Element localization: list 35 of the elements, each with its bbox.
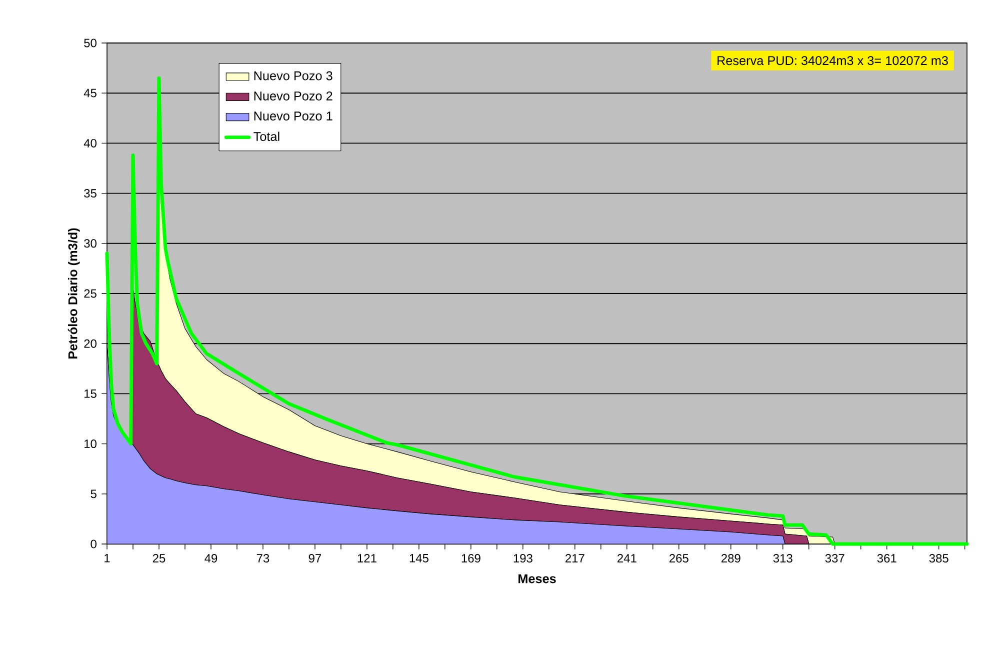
x-tick-label: 361 — [877, 554, 896, 563]
y-tick-label: 0 — [90, 540, 96, 548]
y-tick-label: 50 — [84, 38, 96, 48]
x-tick-label: 1 — [104, 554, 110, 562]
x-tick-label: 241 — [618, 554, 636, 562]
x-tick-label: 49 — [204, 554, 218, 563]
x-tick-label: 145 — [410, 554, 428, 562]
x-tick-label: 169 — [462, 554, 480, 563]
legend-label: Nuevo Pozo 2 — [254, 91, 332, 100]
x-tick-label: 25 — [152, 554, 166, 563]
x-tick-label: 97 — [308, 554, 322, 563]
y-tick-label: 25 — [84, 289, 96, 298]
y-tick-label: 40 — [84, 138, 96, 148]
x-tick-label: 265 — [669, 554, 688, 563]
x-tick-label: 217 — [566, 554, 584, 562]
x-tick-label: 193 — [514, 554, 532, 563]
x-tick-label: 385 — [929, 554, 948, 563]
y-tick-label: 30 — [84, 239, 96, 248]
legend-label: Nuevo Pozo 3 — [254, 71, 332, 80]
legend-label: Nuevo Pozo 1 — [254, 112, 332, 120]
legend-label: Total — [254, 132, 280, 142]
y-axis-title: Petróleo Diario (m3/d) — [68, 228, 80, 358]
y-tick-label: 20 — [84, 339, 96, 348]
x-tick-label: 73 — [256, 554, 270, 563]
x-tick-label: 289 — [721, 554, 740, 563]
x-tick-label: 313 — [773, 554, 792, 563]
x-axis-title: Meses — [518, 574, 556, 584]
y-tick-label: 35 — [84, 189, 96, 198]
y-tick-label: 15 — [84, 390, 96, 398]
y-tick-label: 5 — [90, 490, 96, 498]
y-tick-label: 45 — [84, 88, 96, 98]
annotation: Reserva PUD: 34024m3 x 3= 102072 m3 — [718, 56, 948, 66]
x-tick-label: 121 — [358, 554, 376, 562]
y-tick-label: 10 — [84, 440, 96, 448]
x-tick-label: 337 — [825, 554, 844, 563]
